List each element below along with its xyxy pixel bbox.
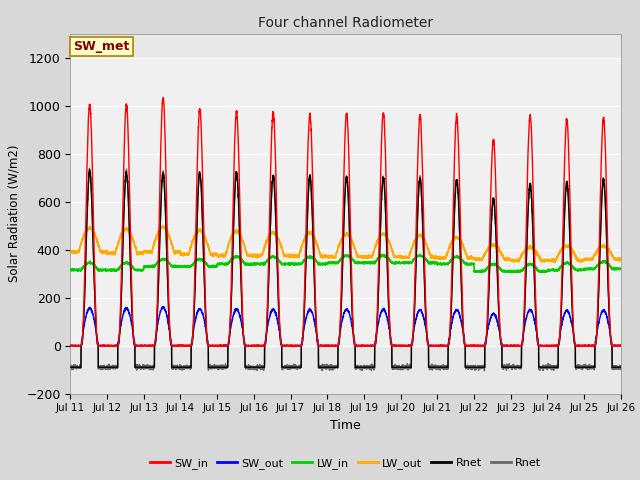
Legend: SW_in, SW_out, LW_in, LW_out, Rnet, Rnet: SW_in, SW_out, LW_in, LW_out, Rnet, Rnet: [145, 453, 546, 473]
Text: SW_met: SW_met: [73, 40, 129, 53]
Title: Four channel Radiometer: Four channel Radiometer: [258, 16, 433, 30]
Y-axis label: Solar Radiation (W/m2): Solar Radiation (W/m2): [8, 145, 20, 282]
X-axis label: Time: Time: [330, 419, 361, 432]
